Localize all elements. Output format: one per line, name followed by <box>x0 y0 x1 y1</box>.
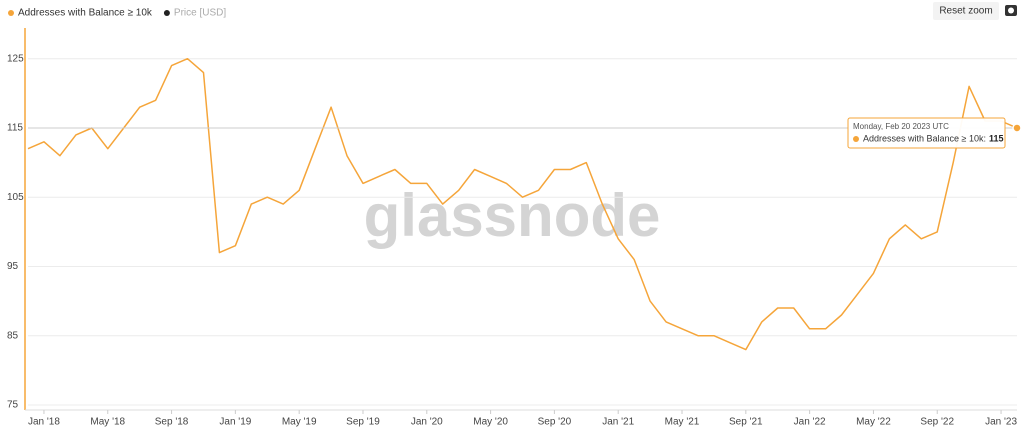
x-tick-label: Jan '19 <box>219 417 251 428</box>
x-tick-label: Sep '19 <box>346 417 380 428</box>
x-tick-label: May '21 <box>665 417 700 428</box>
x-tick-label: Jan '20 <box>411 417 443 428</box>
y-tick-label: 75 <box>7 400 19 411</box>
x-tick-label: May '18 <box>90 417 125 428</box>
legend-label: Addresses with Balance ≥ 10k <box>18 8 153 19</box>
y-tick-label: 115 <box>7 123 23 134</box>
hover-point <box>1012 123 1022 133</box>
y-tick-label: 85 <box>7 330 19 341</box>
x-tick-label: Jan '21 <box>602 417 634 428</box>
tooltip-label: Addresses with Balance ≥ 10k: <box>863 133 986 143</box>
y-tick-label: 125 <box>7 53 24 64</box>
reset-zoom-button[interactable] <box>933 2 999 20</box>
tooltip-date: Monday, Feb 20 2023 UTC <box>853 122 949 131</box>
legend-label: Price [USD] <box>174 8 226 19</box>
x-tick-label: Sep '21 <box>729 417 763 428</box>
x-tick-label: Sep '18 <box>155 417 189 428</box>
watermark: glassnode <box>364 182 661 249</box>
tooltip-box <box>847 117 1006 149</box>
tooltip-marker <box>853 136 859 142</box>
y-tick-label: 105 <box>7 192 24 203</box>
y-tick-label: 95 <box>7 261 19 272</box>
x-tick-label: May '20 <box>473 417 508 428</box>
x-tick-label: May '22 <box>856 417 891 428</box>
x-tick-label: Jan '22 <box>794 417 826 428</box>
x-tick-label: Sep '20 <box>538 417 572 428</box>
tooltip-value: 115 <box>989 133 1004 143</box>
reset-zoom-label[interactable]: Reset zoom <box>939 6 992 17</box>
x-tick-label: May '19 <box>282 417 317 428</box>
x-tick-label: Jan '18 <box>28 417 60 428</box>
legend-marker <box>163 10 170 16</box>
camera-lens <box>1008 7 1014 14</box>
x-tick-label: Jan '23 <box>985 417 1017 428</box>
legend-marker <box>8 10 14 16</box>
x-tick-label: Sep '22 <box>920 417 954 428</box>
series-line <box>27 57 1018 351</box>
